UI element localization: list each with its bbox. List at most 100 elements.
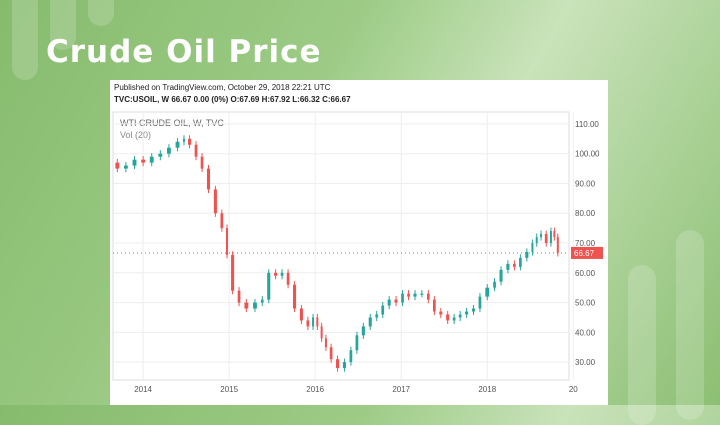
candle-body (274, 272, 278, 276)
candle-body (556, 237, 559, 253)
candle-body (336, 359, 340, 369)
decorative-tile (88, 0, 114, 26)
candle-body (381, 305, 385, 315)
candle-body (206, 168, 211, 190)
x-tick-label: 2014 (134, 385, 152, 394)
candle-body (149, 156, 154, 163)
x-tick-label: 2016 (306, 385, 324, 394)
candle-body (292, 284, 297, 309)
candle-body (226, 228, 228, 255)
candle-body (324, 338, 327, 348)
plot-frame (112, 111, 570, 381)
candle-body (299, 308, 303, 321)
candle-body (544, 234, 548, 244)
candle-body (420, 293, 424, 295)
candle-body (540, 234, 543, 238)
candle-body (200, 156, 204, 169)
candle-body (188, 138, 192, 145)
x-tick-label: 2017 (392, 385, 410, 394)
y-tick-label: 70.00 (575, 239, 596, 248)
candle-body (320, 326, 323, 339)
y-tick-label: 100.00 (575, 150, 600, 159)
candlestick-chart: WTI CRUDE OIL, W, TVC Vol (20) 110.00 100… (112, 111, 603, 394)
candle-body (349, 350, 353, 363)
candle-body (465, 311, 469, 315)
candle-body (286, 272, 290, 285)
candle-body (499, 269, 503, 282)
candle-body (115, 162, 120, 169)
candle-body (413, 293, 417, 297)
decorative-tile (676, 230, 704, 420)
candle-body (513, 263, 516, 267)
candle-body (312, 317, 315, 327)
candle-body (446, 314, 450, 321)
y-tick-label: 50.00 (575, 299, 596, 308)
candle-body (231, 254, 235, 291)
candle-body (244, 302, 249, 309)
candle-body (267, 272, 271, 300)
candle-body (280, 272, 284, 276)
candle-body (478, 296, 482, 309)
y-tick-label: 80.00 (575, 209, 596, 218)
x-tick-label: 2015 (220, 385, 238, 394)
candle-body (394, 299, 398, 303)
candle-body (493, 281, 496, 288)
candle-body (485, 287, 490, 297)
candle-body (401, 293, 404, 303)
candle-body (361, 326, 365, 336)
decorative-tile (50, 0, 76, 50)
x-tick-label: 20 (569, 385, 578, 394)
y-tick-label: 30.00 (575, 358, 596, 367)
ticker-line: TVC:USOIL, W 66.67 0.00 (0%) O:67.69 H:6… (114, 95, 351, 104)
candle-body (458, 314, 462, 318)
last-price-badge (571, 246, 603, 259)
candle-body (553, 231, 556, 238)
candle-body (452, 317, 456, 321)
published-caption: Published on TradingView.com, October 29… (114, 83, 331, 92)
candle-body (375, 314, 379, 318)
candle-body (175, 141, 180, 148)
chart-subtitle: Vol (20) (120, 130, 151, 140)
y-tick-label: 40.00 (575, 328, 596, 337)
y-tick-label: 90.00 (575, 179, 596, 188)
candle-body (506, 263, 510, 270)
decorative-tile (628, 265, 656, 425)
candle-body (355, 335, 359, 351)
decorative-tile (12, 0, 38, 80)
candle-body (237, 290, 241, 303)
candle-body (432, 299, 436, 312)
candle-body (260, 299, 264, 303)
candle-body (213, 189, 217, 214)
candle-body (166, 147, 171, 154)
candle-body (158, 153, 163, 157)
candle-body (407, 293, 410, 297)
y-tick-label: 110.00 (575, 120, 599, 129)
candle-body (525, 251, 529, 258)
candle-body (182, 138, 185, 142)
candle-body (194, 144, 198, 157)
candle-body (253, 302, 257, 309)
slide-title: Crude Oil Price (46, 34, 322, 70)
candle-body (535, 237, 538, 244)
x-tick-label: 2018 (478, 385, 496, 394)
candle-body (123, 165, 128, 169)
candle-body (316, 317, 319, 327)
candle-body (549, 231, 552, 244)
candle-body (368, 317, 372, 327)
candle-body (387, 299, 391, 306)
candle-body (531, 243, 534, 252)
candle-body (342, 362, 346, 369)
candle-body (220, 213, 224, 229)
candle-body (132, 159, 137, 166)
candle-body (141, 159, 146, 163)
chart-card: Published on TradingView.com, October 29… (110, 80, 608, 405)
candle-body (306, 320, 310, 327)
last-price-label: 66.67 (574, 249, 595, 258)
chart-title: WTI CRUDE OIL, W, TVC (120, 118, 224, 128)
candle-body (329, 347, 333, 360)
candle-body (426, 293, 430, 300)
y-tick-label: 60.00 (575, 269, 596, 278)
candle-body (519, 257, 522, 267)
candle-body (439, 311, 443, 315)
candle-body (471, 308, 476, 312)
